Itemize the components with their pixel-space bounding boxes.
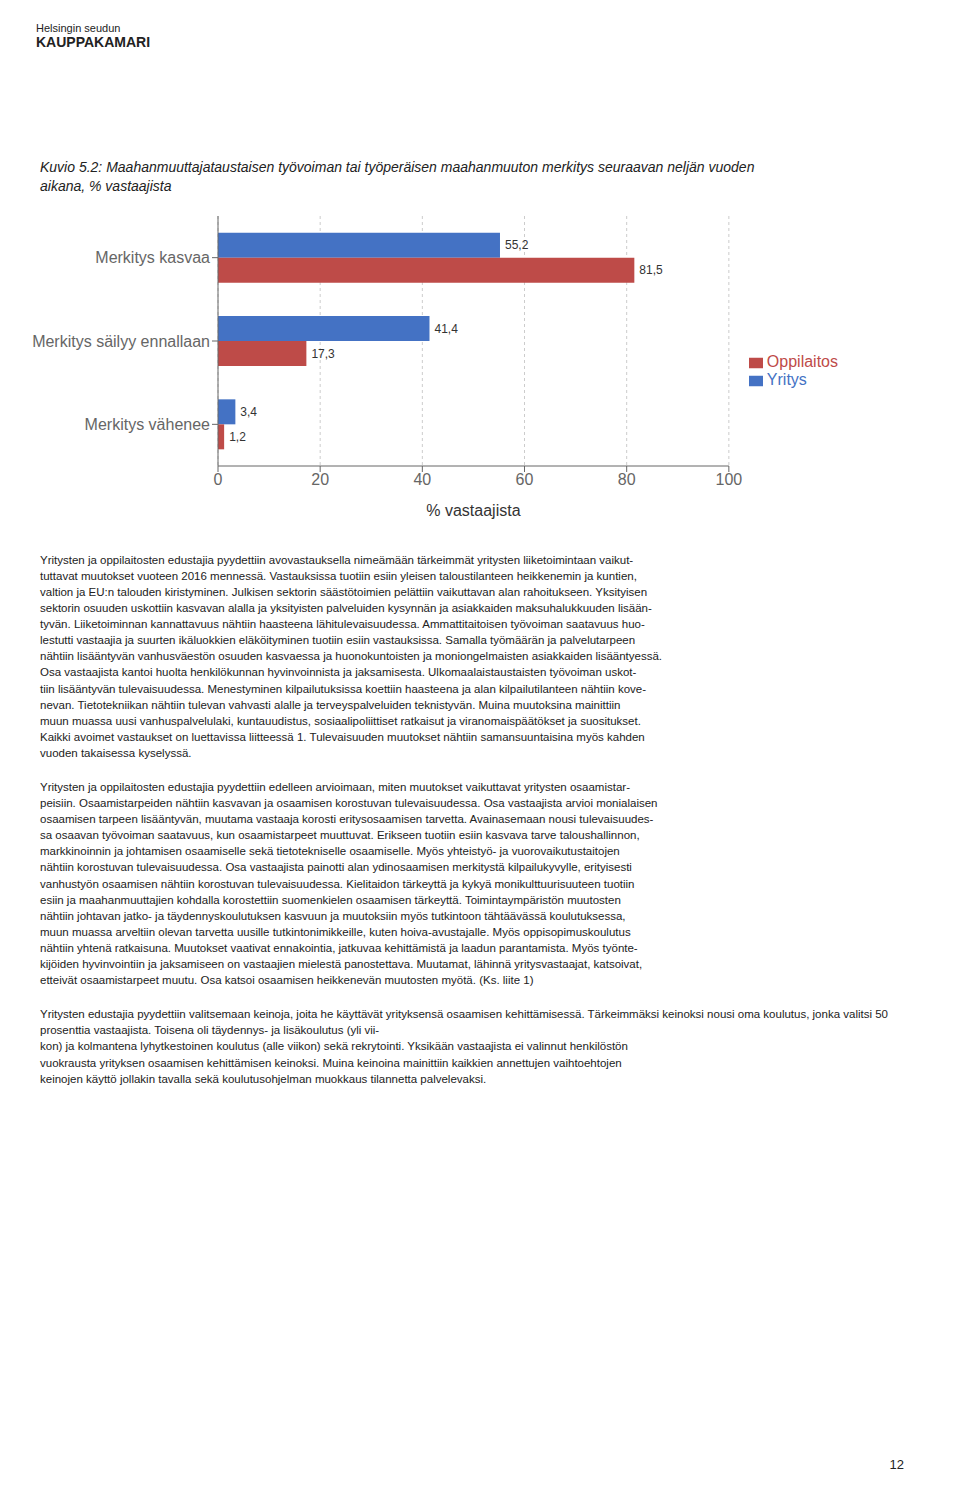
svg-text:81,5: 81,5: [639, 263, 663, 277]
html-text:Yritys: Yritys: [766, 370, 807, 388]
svg-text:% vastaajista: % vastaajista: [426, 502, 520, 519]
svg-text:41,4: 41,4: [434, 322, 458, 336]
html-text:Helsingin seudun: Helsingin seudun: [36, 22, 121, 34]
html-text:KAUPPAKAMARI: KAUPPAKAMARI: [36, 34, 151, 50]
html-text:Yritysten ja oppilaitosten edu: Yritysten ja oppilaitosten edustajia pyy…: [40, 781, 658, 987]
svg-text:1,2: 1,2: [229, 430, 246, 444]
svg-text:Merkitys säilyy ennallaan: Merkitys säilyy ennallaan: [32, 332, 210, 349]
svg-text:100: 100: [715, 471, 742, 488]
html-text:Yritysten edustajia pyydettiin: Yritysten edustajia pyydettiin valitsema…: [40, 1008, 892, 1085]
svg-text:40: 40: [413, 471, 431, 488]
svg-text:60: 60: [516, 471, 534, 488]
svg-text:Merkitys vähenee: Merkitys vähenee: [85, 416, 210, 433]
svg-text:Merkitys kasvaa: Merkitys kasvaa: [95, 249, 210, 266]
html-text:Kuvio 5.2: Maahanmuuttajataust: Kuvio 5.2: Maahanmuuttajataustaisen työv…: [40, 159, 755, 194]
svg-text:20: 20: [311, 471, 329, 488]
svg-text:0: 0: [214, 471, 223, 488]
svg-text:55,2: 55,2: [505, 238, 529, 252]
svg-text:17,3: 17,3: [311, 347, 335, 361]
html-text:Oppilaitos: Oppilaitos: [766, 352, 838, 370]
html-text:12: 12: [889, 1457, 904, 1472]
svg-text:80: 80: [618, 471, 636, 488]
html-text:Yritysten ja oppilaitosten edu: Yritysten ja oppilaitosten edustajia pyy…: [40, 553, 662, 759]
svg-text:3,4: 3,4: [240, 405, 257, 419]
